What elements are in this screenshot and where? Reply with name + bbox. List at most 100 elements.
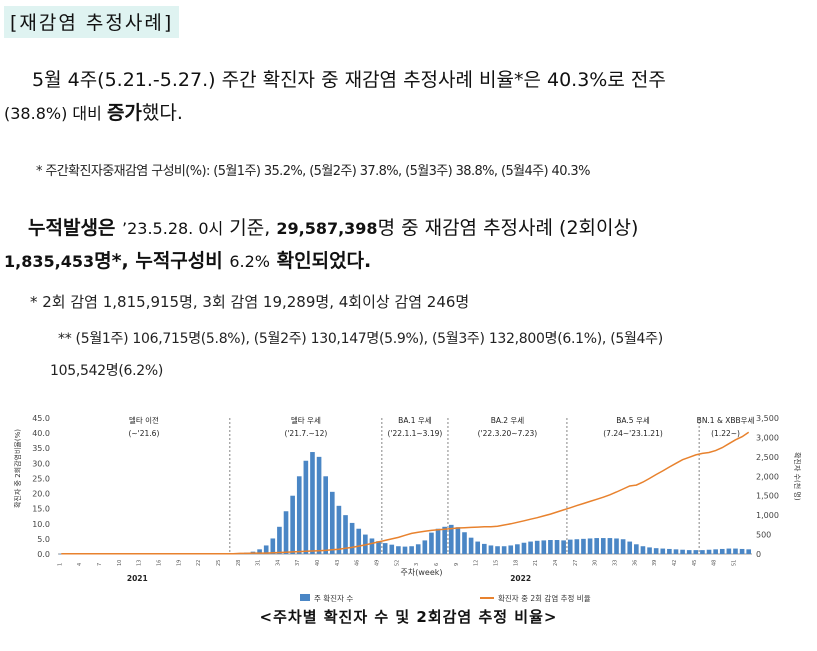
left-tick-label: 5.0 (37, 535, 50, 544)
para2-line2-b: 명*, 누적구성비 (94, 250, 230, 272)
right-tick-label: 0 (756, 550, 761, 559)
left-tick-label: 10.0 (32, 520, 50, 529)
period-range: (1.22~) (711, 429, 740, 438)
bar-weekly-cases (554, 540, 560, 554)
bar-weekly-cases (607, 538, 613, 554)
right-tick-label: 500 (756, 531, 771, 540)
bar-weekly-cases (376, 541, 381, 554)
period-name: BA.1 우세 (398, 416, 432, 425)
left-tick-label: 15.0 (32, 505, 50, 514)
bar-weekly-cases (647, 547, 652, 554)
para1-tail-pre: (38.8%) 대비 (4, 104, 107, 123)
bar-weekly-cases (396, 546, 401, 554)
bar-weekly-cases (389, 544, 395, 554)
bar-weekly-cases (733, 548, 738, 554)
x-tick-label: 33 (613, 560, 619, 566)
bar-weekly-cases (686, 550, 692, 554)
bar-weekly-cases (594, 538, 599, 554)
left-tick-label: 0.0 (37, 550, 50, 559)
x-tick-label: 30 (593, 560, 599, 566)
bar-weekly-cases (521, 542, 527, 554)
section-title: [재감염 추정사례] (4, 6, 180, 38)
bar-weekly-cases (660, 548, 666, 554)
bar-weekly-cases (462, 532, 467, 554)
bar-weekly-cases (574, 539, 580, 554)
bar-weekly-cases (548, 540, 553, 554)
period-range: ('22.1.1~3.19) (388, 429, 443, 438)
left-tick-label: 25.0 (32, 474, 50, 483)
bar-weekly-cases (600, 538, 606, 554)
line-reinfection-rate (61, 431, 750, 555)
bar-weekly-cases (501, 546, 507, 554)
bar-weekly-cases (739, 548, 745, 554)
right-tick-label: 1,500 (756, 492, 779, 501)
period-range: (7.24~'23.1.21) (603, 429, 663, 438)
x-tick-label: 21 (533, 560, 539, 566)
bar-weekly-cases (680, 549, 685, 554)
x-tick-label: 22 (196, 560, 202, 566)
period-name: BA.2 우세 (491, 416, 525, 425)
x-tick-label: 15 (494, 560, 500, 566)
bar-weekly-cases (587, 538, 593, 554)
note3-line2: 105,542명(6.2%) (50, 363, 164, 379)
bar-weekly-cases (746, 549, 752, 554)
x-tick-label: 34 (275, 560, 281, 566)
x-tick-label: 19 (176, 560, 182, 566)
bar-weekly-cases (508, 545, 514, 554)
x-tick-label: 28 (236, 560, 242, 566)
x-tick-label: 46 (355, 560, 361, 566)
bar-weekly-cases (290, 495, 295, 554)
bar-weekly-cases (541, 540, 547, 554)
bar-weekly-cases (455, 527, 461, 554)
bar-weekly-cases (614, 538, 619, 554)
right-tick-label: 2,000 (756, 472, 779, 481)
x-tick-label: 9 (454, 563, 460, 566)
right-axis-label: 확진자 수(천 명) (793, 452, 802, 501)
left-tick-label: 30.0 (32, 459, 50, 468)
paragraph-cumulative: 누적발생은 ’23.5.28. 0시 기준, 29,587,398명 중 재감염… (4, 212, 812, 278)
x-tick-label: 51 (731, 560, 737, 566)
right-tick-label: 1,000 (756, 511, 779, 520)
bar-weekly-cases (488, 545, 494, 554)
x-tick-label: 6 (434, 563, 440, 566)
bar-weekly-cases (495, 546, 500, 554)
bar-weekly-cases (369, 538, 375, 554)
x-tick-label: 4 (77, 563, 83, 566)
bar-weekly-cases (726, 548, 732, 554)
x-tick-label: 12 (474, 560, 480, 566)
para1-tail-bold: 증가 (106, 102, 142, 124)
x-tick-label: 10 (117, 560, 123, 566)
bar-weekly-cases (263, 545, 269, 554)
bar-weekly-cases (634, 544, 639, 554)
bar-weekly-cases (468, 537, 474, 554)
paragraph-reinfection-rate: 5월 4주(5.21.-5.27.) 주간 확진자 중 재감염 추정사례 비율*… (4, 64, 812, 130)
left-tick-label: 45.0 (32, 414, 50, 423)
period-name: BN.1 & XBB우세 (697, 416, 755, 425)
x-tick-label: 3 (414, 563, 420, 566)
left-tick-label: 40.0 (32, 429, 50, 438)
year-label: 2021 (127, 574, 148, 583)
bar-weekly-cases (303, 460, 309, 554)
bar-weekly-cases (442, 526, 447, 554)
x-tick-label: 42 (672, 560, 678, 566)
bar-weekly-cases (693, 550, 699, 554)
right-tick-label: 2,500 (756, 453, 779, 462)
note3-line1: ** (5월1주) 106,715명(5.8%), (5월2주) 130,147… (58, 331, 663, 347)
x-tick-label: 39 (652, 560, 658, 566)
x-tick-label: 45 (692, 560, 698, 566)
para2-line2-d: 확인되었다. (270, 250, 372, 272)
bar-weekly-cases (620, 539, 626, 554)
x-axis-label: 주차(week) (401, 568, 443, 577)
bar-weekly-cases (475, 541, 481, 554)
bar-weekly-cases (277, 526, 282, 554)
x-tick-label: 36 (632, 560, 638, 566)
period-name: 델타 이전 (129, 415, 159, 425)
x-tick-label: 52 (394, 560, 400, 566)
x-tick-label: 40 (315, 560, 321, 566)
para1-tail-post: 했다. (141, 102, 183, 124)
para2-line2-c: 6.2% (229, 252, 271, 271)
bar-weekly-cases (316, 456, 322, 554)
x-tick-label: 31 (256, 560, 262, 566)
left-tick-label: 35.0 (32, 444, 50, 453)
bar-weekly-cases (528, 541, 533, 554)
